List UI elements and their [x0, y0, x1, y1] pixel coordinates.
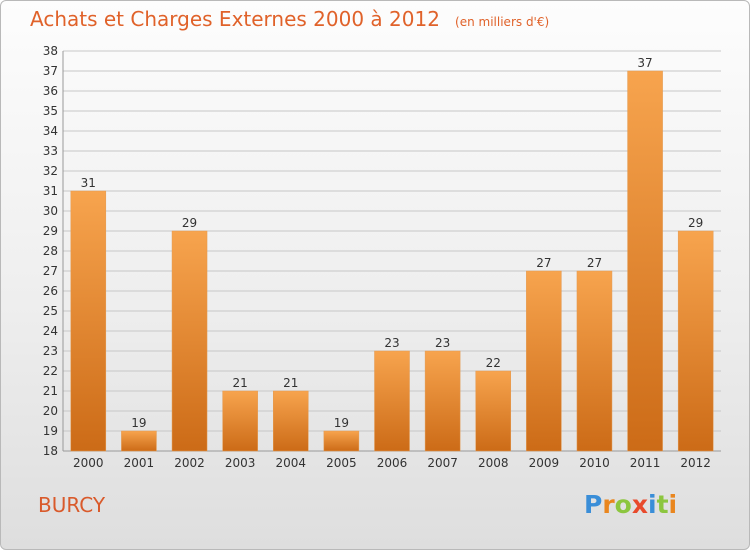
data-label: 31: [81, 176, 96, 190]
y-tick-label: 35: [43, 104, 58, 118]
y-tick-label: 26: [43, 284, 58, 298]
y-tick-label: 27: [43, 264, 58, 278]
logo-letter: r: [602, 490, 615, 519]
chart-title: Achats et Charges Externes 2000 à 2012: [30, 7, 440, 31]
bar: [374, 350, 410, 452]
data-label: 22: [486, 356, 501, 370]
data-label: 37: [637, 56, 652, 70]
logo-letter: t: [656, 490, 669, 519]
x-tick-label: 2000: [73, 456, 104, 470]
data-label: 21: [283, 376, 298, 390]
bar: [70, 190, 107, 452]
bar: [576, 270, 613, 452]
y-tick-label: 31: [43, 184, 58, 198]
data-label: 27: [536, 256, 551, 270]
y-tick-label: 22: [43, 364, 58, 378]
y-tick-label: 23: [43, 344, 58, 358]
data-label: 29: [182, 216, 197, 230]
logo-letter: i: [648, 490, 657, 519]
x-tick-label: 2009: [529, 456, 560, 470]
y-tick-label: 37: [43, 64, 58, 78]
bar: [627, 70, 663, 452]
bar: [171, 230, 208, 452]
y-tick-label: 33: [43, 144, 58, 158]
bar: [526, 270, 562, 452]
bar: [424, 350, 461, 452]
data-label: 29: [688, 216, 703, 230]
y-tick-label: 19: [43, 424, 58, 438]
chart-unit: (en milliers d'€): [455, 15, 550, 29]
y-tick-label: 32: [43, 164, 58, 178]
x-tick-label: 2004: [275, 456, 306, 470]
data-label: 23: [384, 336, 399, 350]
city-name: BURCY: [38, 493, 106, 517]
y-tick-label: 36: [43, 84, 58, 98]
proxiti-logo: Proxiti: [584, 490, 677, 519]
data-label: 23: [435, 336, 450, 350]
x-tick-labels: 2000 2001 2002 2003 2004 2005 2006 2007 2008 2009…: [73, 456, 711, 470]
y-tick-label: 29: [43, 224, 58, 238]
x-tick-label: 2008: [478, 456, 509, 470]
y-tick-label: 28: [43, 244, 58, 258]
y-tick-label: 34: [43, 124, 58, 138]
y-tick-labels: 18 19 20 21 22 23 24 25 26 27 28 29 30 31 32 33 34 35 36 37…: [43, 44, 58, 458]
y-tick-label: 24: [43, 324, 58, 338]
logo-letter: P: [584, 490, 603, 519]
x-tick-label: 2011: [630, 456, 661, 470]
bar: [677, 230, 714, 452]
bar: [121, 430, 157, 452]
data-labels: 31 19 29 21 21 19 23 23 22 27 27 37 29: [81, 56, 704, 430]
y-tick-label: 21: [43, 384, 58, 398]
logo-letter: o: [614, 490, 632, 519]
y-tick-label: 20: [43, 404, 58, 418]
data-label: 21: [233, 376, 248, 390]
x-tick-label: 2010: [579, 456, 610, 470]
y-tick-label: 30: [43, 204, 58, 218]
data-label: 19: [334, 416, 349, 430]
logo-letter: i: [668, 490, 678, 519]
x-tick-label: 2001: [124, 456, 155, 470]
bar: [475, 370, 511, 452]
data-label: 19: [131, 416, 146, 430]
y-tick-label: 38: [43, 44, 58, 58]
y-tick-label: 18: [43, 444, 58, 458]
chart-title-block: Achats et Charges Externes 2000 à 2012 (…: [30, 7, 549, 31]
logo-letter: x: [631, 490, 648, 519]
x-tick-label: 2006: [377, 456, 408, 470]
x-tick-label: 2012: [680, 456, 711, 470]
x-tick-label: 2003: [225, 456, 256, 470]
bar: [273, 390, 309, 452]
x-tick-label: 2007: [427, 456, 458, 470]
data-label: 27: [587, 256, 602, 270]
bar: [222, 390, 258, 452]
bars: [70, 70, 714, 452]
y-tick-label: 25: [43, 304, 58, 318]
x-tick-label: 2005: [326, 456, 357, 470]
x-tick-label: 2002: [174, 456, 205, 470]
bar: [323, 430, 360, 452]
